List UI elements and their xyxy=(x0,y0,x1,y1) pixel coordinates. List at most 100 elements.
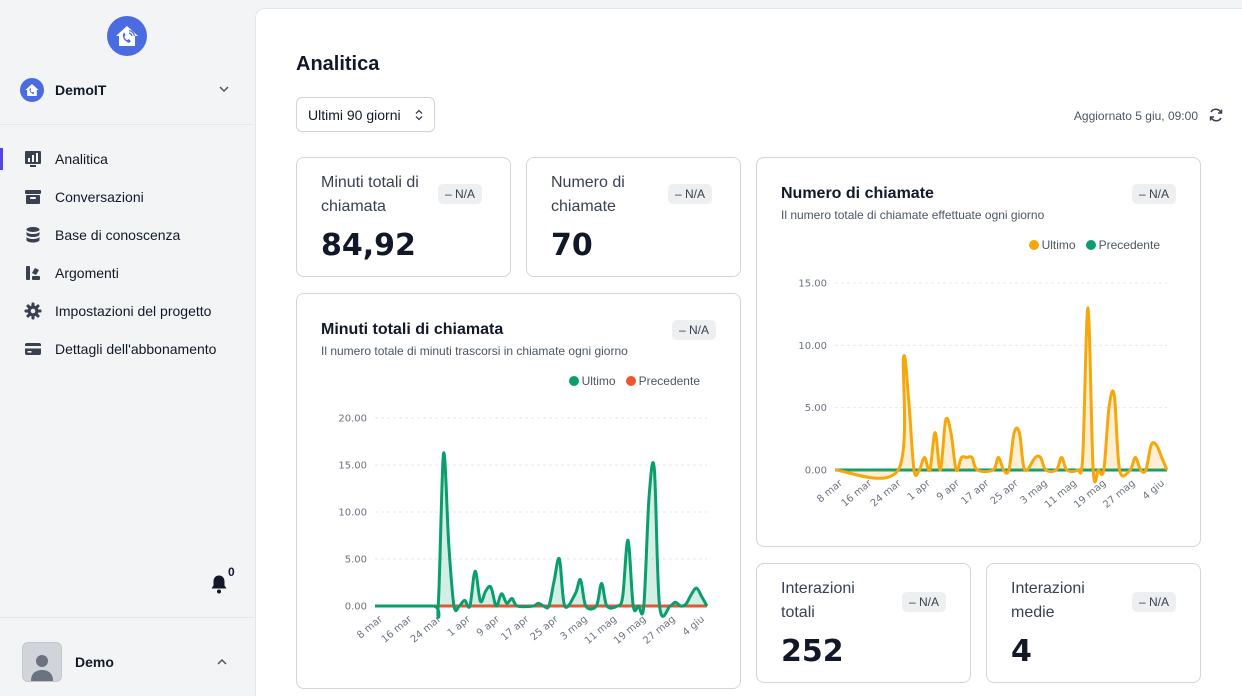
legend-label: Ultimo xyxy=(581,374,616,388)
sidebar-item-analitica[interactable]: Analitica xyxy=(0,140,254,178)
y-tick-label: 0.00 xyxy=(345,602,367,613)
status-badge: – N/A xyxy=(671,320,716,340)
legend-dot xyxy=(1028,240,1039,250)
chart-card-minutes: Minuti totali di chiamata – N/A Il numer… xyxy=(296,293,741,689)
y-tick-label: 0.00 xyxy=(805,466,827,477)
bell-icon[interactable] xyxy=(210,574,228,594)
stat-card-total-interactions: Interazioni totali – N/A 252 xyxy=(756,563,971,683)
date-range-select[interactable]: Ultimi 90 giorni xyxy=(296,97,435,132)
legend-dot xyxy=(568,376,579,386)
page-title: Analitica xyxy=(296,53,380,75)
stat-title: Interazioni totali xyxy=(781,580,855,621)
y-tick-label: 20.00 xyxy=(338,414,367,425)
main-content: Analitica Ultimi 90 giorni Aggiornato 5 … xyxy=(255,8,1242,696)
sidebar-item-label: Impostazioni del progetto xyxy=(55,303,212,319)
divider xyxy=(0,617,254,618)
y-tick-label: 5.00 xyxy=(345,555,367,566)
y-tick-label: 15.00 xyxy=(338,461,367,472)
chart-card-calls: Numero di chiamate – N/A Il numero total… xyxy=(756,157,1201,547)
y-tick-label: 10.00 xyxy=(338,508,367,519)
sidebar-item-label: Analitica xyxy=(55,151,108,167)
x-tick-label: 11 mag xyxy=(583,614,619,647)
stat-title: Numero di chiamate xyxy=(551,174,625,215)
stat-card-avg-interactions: Interazioni medie – N/A 4 xyxy=(986,563,1201,683)
refresh-icon[interactable] xyxy=(1208,107,1224,123)
legend-item-precedente[interactable]: Precedente xyxy=(625,374,700,388)
legend-dot xyxy=(1085,240,1096,250)
sidebar-item-label: Conversazioni xyxy=(55,189,144,205)
status-badge: – N/A xyxy=(901,592,946,612)
x-tick-label: 27 mag xyxy=(1101,478,1137,511)
notification-count: 0 xyxy=(228,565,235,579)
updown-chevron-icon xyxy=(415,109,423,121)
status-badge: – N/A xyxy=(1131,184,1176,204)
date-range-value: Ultimi 90 giorni xyxy=(308,106,401,123)
topics-icon xyxy=(24,264,42,282)
avatar xyxy=(22,642,62,682)
stat-value: 252 xyxy=(781,634,844,669)
sidebar-nav: Analitica Conversazioni Base di conoscen… xyxy=(0,140,254,368)
chart-subtitle: Il numero totale di chiamate effettuate … xyxy=(781,208,1045,222)
user-name: Demo xyxy=(75,654,114,670)
divider xyxy=(0,124,254,125)
stat-value: 4 xyxy=(1011,634,1032,669)
series-line-ultimo[interactable] xyxy=(834,306,1169,484)
stat-title: Interazioni medie xyxy=(1011,580,1085,621)
sidebar: DemoIT Analitica Conversazioni Base di c… xyxy=(0,0,254,696)
chart-title: Minuti totali di chiamata xyxy=(321,321,504,338)
legend-label: Precedente xyxy=(638,374,700,388)
x-tick-label: 17 apr xyxy=(499,613,532,643)
credit-card-icon xyxy=(24,340,42,358)
sidebar-item-label: Dettagli dell'abbonamento xyxy=(55,341,217,357)
database-icon xyxy=(24,226,42,244)
stat-card-calls: Numero di chiamate – N/A 70 xyxy=(526,157,741,277)
sidebar-item-base-di-conoscenza[interactable]: Base di conoscenza xyxy=(0,216,254,254)
legend-label: Precedente xyxy=(1098,238,1160,252)
project-logo-icon xyxy=(20,78,44,102)
sidebar-item-abbonamento[interactable]: Dettagli dell'abbonamento xyxy=(0,330,254,368)
chart-title: Numero di chiamate xyxy=(781,185,934,202)
chart-legend: Ultimo Precedente xyxy=(559,374,700,388)
last-updated: Aggiornato 5 giu, 09:00 xyxy=(1073,109,1198,123)
x-tick-label: 4 giu xyxy=(681,614,707,639)
chart-legend: Ultimo Precedente xyxy=(1019,238,1160,252)
x-tick-label: 16 mar xyxy=(840,477,875,509)
status-badge: – N/A xyxy=(1131,592,1176,612)
gear-icon xyxy=(24,302,42,320)
series-line-ultimo[interactable] xyxy=(374,451,709,619)
y-tick-label: 10.00 xyxy=(798,341,827,352)
sidebar-item-impostazioni[interactable]: Impostazioni del progetto xyxy=(0,292,254,330)
stat-value: 84,92 xyxy=(321,228,416,263)
legend-label: Ultimo xyxy=(1041,238,1076,252)
chevron-up-icon xyxy=(217,658,227,665)
y-tick-label: 15.00 xyxy=(798,279,827,290)
x-tick-label: 27 mag xyxy=(641,614,677,647)
archive-icon xyxy=(24,188,42,206)
x-tick-label: 16 mar xyxy=(380,613,415,645)
sidebar-item-conversazioni[interactable]: Conversazioni xyxy=(0,178,254,216)
chart-icon xyxy=(24,150,42,168)
x-tick-label: 17 apr xyxy=(959,477,992,507)
legend-item-ultimo[interactable]: Ultimo xyxy=(1028,238,1076,252)
x-tick-label: 4 giu xyxy=(1141,478,1167,503)
status-badge: – N/A xyxy=(667,184,712,204)
legend-item-ultimo[interactable]: Ultimo xyxy=(568,374,616,388)
legend-item-precedente[interactable]: Precedente xyxy=(1085,238,1160,252)
user-menu[interactable]: Demo xyxy=(22,642,234,682)
project-switcher[interactable]: DemoIT xyxy=(20,76,234,104)
app-logo-icon[interactable] xyxy=(107,16,147,56)
x-tick-label: 25 apr xyxy=(989,477,1022,507)
chevron-down-icon xyxy=(219,86,229,93)
x-tick-label: 1 apr xyxy=(446,613,474,639)
x-tick-label: 19 mag xyxy=(612,614,648,647)
x-tick-label: 1 apr xyxy=(906,477,934,503)
stat-value: 70 xyxy=(551,228,593,263)
stat-card-total-minutes: Minuti totali di chiamata – N/A 84,92 xyxy=(296,157,511,277)
sidebar-item-argomenti[interactable]: Argomenti xyxy=(0,254,254,292)
legend-dot xyxy=(625,376,636,386)
sidebar-item-label: Base di conoscenza xyxy=(55,227,181,243)
x-tick-label: 25 apr xyxy=(529,613,562,643)
chart-subtitle: Il numero totale di minuti trascorsi in … xyxy=(321,344,628,358)
status-badge: – N/A xyxy=(437,184,482,204)
